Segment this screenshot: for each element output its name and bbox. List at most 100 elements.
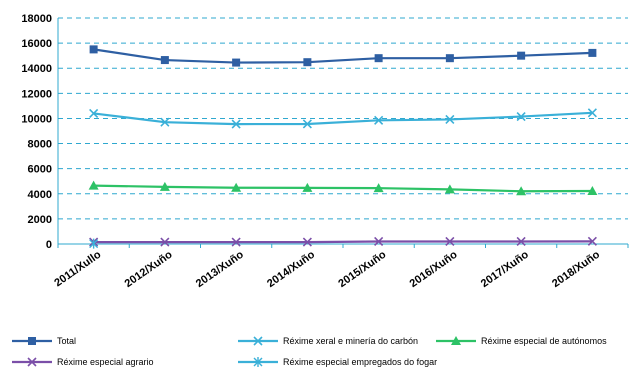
legend-item: Total — [12, 336, 76, 346]
marker-square — [517, 51, 526, 60]
y-tick-label: 18000 — [21, 13, 52, 25]
data-point — [445, 114, 455, 125]
y-tick-label: 10000 — [21, 113, 52, 125]
marker-x-stroke — [516, 111, 526, 122]
legend-marker — [27, 357, 37, 367]
marker-triangle — [302, 182, 313, 192]
data-point — [89, 238, 99, 249]
marker-triangle — [373, 183, 384, 193]
data-point — [588, 48, 597, 57]
data-point — [516, 111, 526, 122]
series-1 — [89, 108, 597, 129]
legend-item: Réxime especial empregados do fogar — [238, 357, 437, 367]
marker-x-stroke — [374, 236, 384, 247]
data-point — [302, 119, 312, 129]
data-point — [232, 58, 241, 67]
marker-x-stroke — [302, 237, 312, 247]
series-2 — [88, 180, 598, 196]
marker-square — [28, 337, 36, 345]
marker-square — [445, 54, 454, 63]
data-point — [445, 54, 454, 63]
series-layer — [88, 45, 598, 249]
y-tick-label: 8000 — [28, 139, 52, 151]
x-tick-label: 2017/Xuño — [479, 248, 531, 290]
y-tick-label: 16000 — [21, 38, 52, 50]
series-line — [93, 111, 593, 126]
x-tick-label: 2014/Xuño — [265, 248, 317, 290]
legend-marker — [253, 357, 263, 367]
data-point — [89, 45, 98, 54]
y-tick-label: 14000 — [21, 63, 52, 75]
marker-triangle — [587, 186, 598, 196]
series-4 — [89, 238, 99, 249]
marker-x-stroke — [516, 236, 526, 247]
data-point — [587, 236, 597, 246]
marker-square — [89, 45, 98, 54]
y-tick-label: 12000 — [21, 88, 52, 100]
data-point — [516, 236, 526, 247]
marker-x-stroke — [374, 115, 384, 125]
marker-x-stroke — [253, 336, 263, 346]
data-point — [516, 186, 527, 196]
x-tick-label: 2018/Xuño — [550, 248, 602, 290]
marker-triangle — [231, 182, 242, 192]
data-point — [445, 236, 455, 247]
series-line — [93, 240, 593, 244]
legend-label: Réxime xeral e minería do carbón — [283, 336, 418, 346]
marker-x-stroke — [160, 237, 170, 247]
marker-triangle — [451, 336, 461, 345]
data-point — [231, 119, 241, 129]
marker-triangle — [516, 186, 527, 196]
marker-square — [374, 54, 383, 63]
data-point — [231, 237, 241, 247]
legend-marker — [451, 336, 461, 345]
marker-square — [588, 48, 597, 57]
marker-x-stroke — [445, 236, 455, 247]
data-point — [302, 237, 312, 247]
legend-label: Réxime especial de autónomos — [481, 336, 607, 346]
data-point — [517, 51, 526, 60]
data-point — [373, 183, 384, 193]
legend-label: Réxime especial agrario — [57, 357, 154, 367]
data-point — [88, 180, 99, 190]
data-point — [303, 58, 312, 67]
marker-x-stroke — [27, 357, 37, 367]
legend-label: Réxime especial empregados do fogar — [283, 357, 437, 367]
y-tick-label: 2000 — [28, 214, 52, 226]
marker-square — [303, 58, 312, 67]
data-point — [89, 108, 99, 118]
legend-marker — [28, 337, 36, 345]
gridlines — [58, 17, 628, 220]
data-point — [160, 237, 170, 247]
legend-item: Réxime especial de autónomos — [436, 336, 607, 346]
marker-x-stroke — [231, 119, 241, 129]
legend-marker — [253, 336, 263, 346]
data-point — [160, 117, 170, 127]
marker-x-stroke — [160, 117, 170, 127]
series-line — [93, 48, 593, 64]
y-axis: 0 2000 4000 6000 8000 10000 12000 14000 16000 180… — [21, 13, 59, 251]
x-axis: 2011/Xullo 2012/Xuño 2013/Xuño 2014/Xuño 201… — [52, 243, 629, 290]
marker-x-stroke — [302, 119, 312, 129]
data-point — [587, 108, 597, 118]
y-tick-label: 4000 — [28, 189, 52, 201]
marker-triangle — [159, 181, 170, 191]
legend: Total Réxime xeral e minería do carbón Réx… — [12, 336, 607, 367]
y-tick-label: 6000 — [28, 164, 52, 176]
y-tick-label: 0 — [46, 239, 52, 251]
data-point — [374, 236, 384, 247]
marker-square — [160, 56, 169, 65]
x-tick-label: 2016/Xuño — [408, 248, 460, 290]
data-point — [374, 115, 384, 125]
series-0 — [89, 45, 597, 67]
data-point — [444, 184, 455, 194]
x-tick-label: 2013/Xuño — [194, 248, 246, 290]
marker-x-stroke — [445, 114, 455, 125]
x-tick-label: 2015/Xuño — [336, 248, 388, 290]
legend-item: Réxime especial agrario — [12, 357, 154, 367]
data-point — [374, 54, 383, 63]
marker-triangle — [444, 184, 455, 194]
marker-square — [232, 58, 241, 67]
